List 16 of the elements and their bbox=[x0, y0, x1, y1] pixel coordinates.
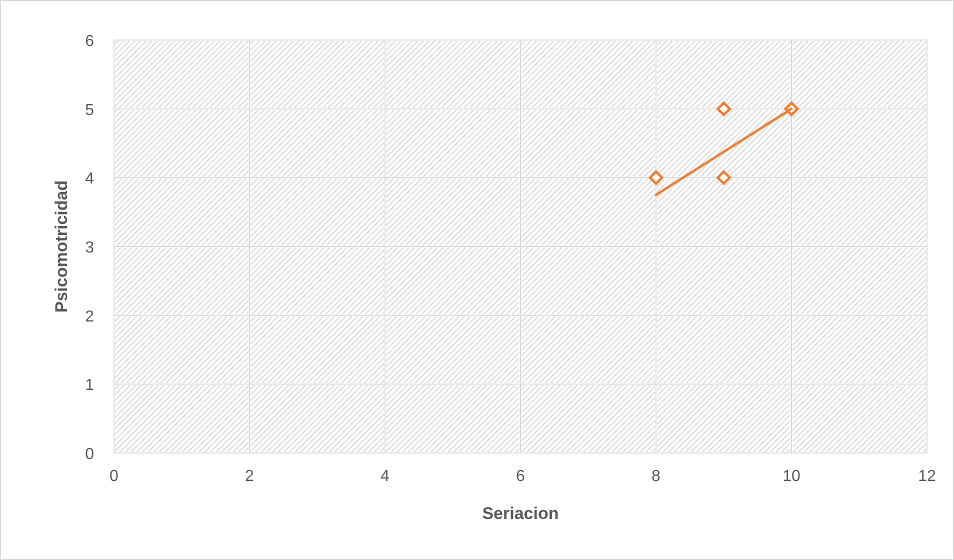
x-tick-label: 0 bbox=[110, 468, 119, 485]
y-tick-label: 6 bbox=[85, 33, 94, 50]
y-tick-label: 1 bbox=[85, 377, 94, 394]
y-tick-label: 5 bbox=[85, 102, 94, 119]
y-tick-label: 3 bbox=[85, 240, 94, 256]
y-tick-label: 2 bbox=[85, 308, 94, 326]
y-axis-title: Psicomotricidad bbox=[52, 180, 71, 313]
x-tick-label: 8 bbox=[652, 468, 661, 485]
x-tick-label: 12 bbox=[918, 468, 936, 485]
x-tick-label: 10 bbox=[782, 468, 800, 485]
y-tick-label: 4 bbox=[85, 170, 94, 188]
y-tick-label: 0 bbox=[85, 446, 94, 463]
x-tick-label: 4 bbox=[380, 468, 390, 485]
x-axis-title: Seriacion bbox=[482, 504, 559, 523]
x-tick-label: 6 bbox=[516, 468, 526, 485]
x-tick-label: 2 bbox=[245, 468, 254, 485]
